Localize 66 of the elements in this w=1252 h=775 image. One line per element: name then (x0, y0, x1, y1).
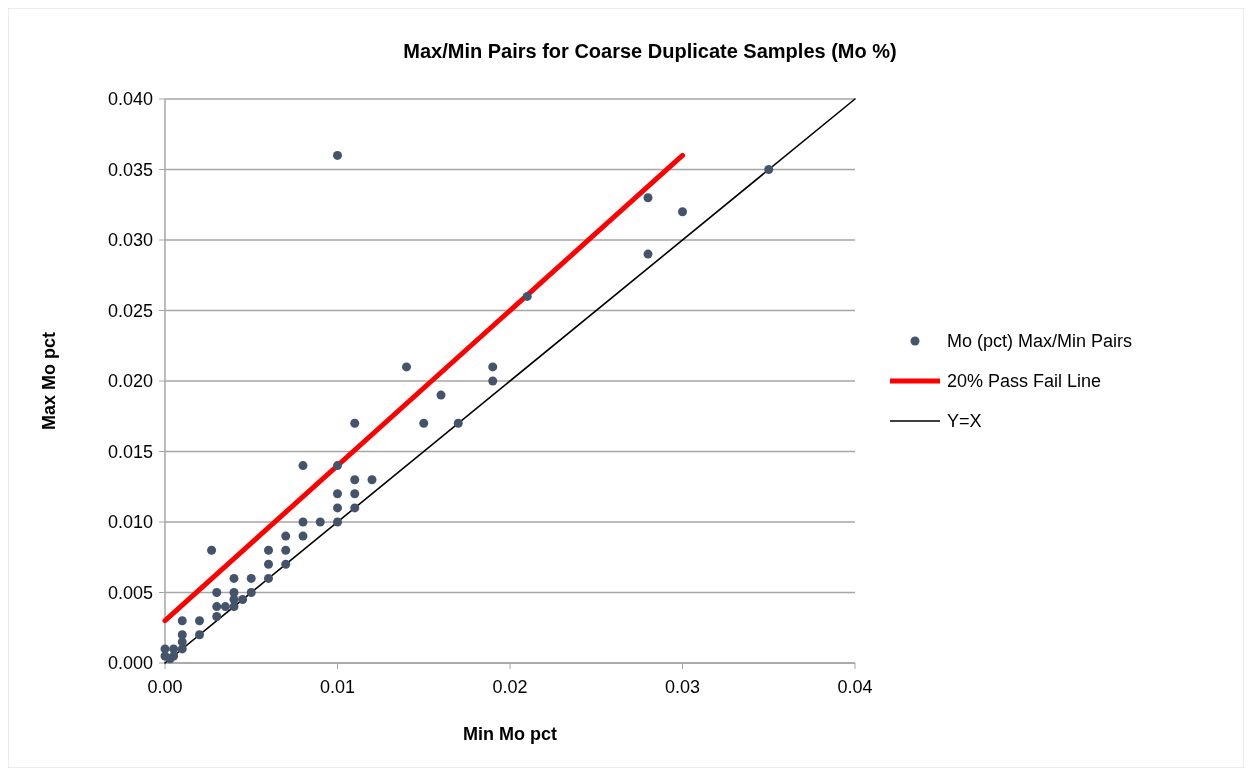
point (333, 503, 342, 513)
y-tick-label: 0.000 (107, 653, 153, 674)
point (350, 489, 360, 499)
point (643, 193, 653, 203)
point (264, 573, 273, 583)
y-tick-label: 0.010 (107, 512, 153, 533)
point (453, 418, 463, 428)
legend-label: Mo (pct) Max/Min Pairs (947, 331, 1133, 352)
y-axis-title: Max Mo pct (39, 331, 59, 431)
y-tick-label: 0.035 (107, 159, 153, 180)
x-axis-title: Min Mo pct (463, 724, 557, 744)
point (678, 207, 687, 217)
point (195, 630, 204, 640)
point (643, 249, 653, 259)
point (229, 573, 239, 583)
point (402, 362, 411, 372)
x-tick-label: 0.04 (837, 677, 873, 697)
point (246, 588, 256, 597)
point (350, 418, 360, 428)
point (238, 595, 248, 605)
point (315, 517, 325, 527)
x-tick-label: 0.00 (147, 677, 183, 697)
point (177, 616, 187, 626)
point (764, 165, 774, 174)
point (488, 376, 498, 386)
point (333, 461, 342, 471)
point (212, 602, 222, 612)
point (333, 150, 342, 160)
point (298, 461, 308, 471)
point (488, 362, 498, 372)
point (350, 503, 360, 513)
point (281, 559, 291, 569)
y-tick-label: 0.025 (107, 300, 153, 321)
point (350, 475, 360, 485)
x-tick-label: 0.03 (664, 677, 701, 697)
point (419, 418, 429, 428)
x-tick-label: 0.02 (492, 677, 528, 697)
point (522, 291, 532, 301)
legend-label: 20% Pass Fail Line (947, 371, 1102, 392)
point (367, 475, 377, 485)
y-tick-label: 0.015 (107, 441, 153, 462)
point (177, 644, 187, 654)
x-tick-label: 0.01 (319, 677, 356, 697)
point (264, 559, 273, 569)
point (298, 531, 308, 541)
point (212, 588, 222, 597)
point (229, 602, 239, 612)
point (333, 489, 342, 499)
y-tick-label: 0.030 (107, 230, 153, 251)
y-tick-label: 0.005 (107, 582, 153, 603)
point (212, 611, 222, 621)
y-tick-label: 0.020 (107, 371, 153, 392)
point (436, 390, 446, 400)
point (281, 531, 291, 541)
point (195, 616, 204, 626)
chart-title: Max/Min Pairs for Coarse Duplicate Samples (Mo %) (403, 40, 897, 62)
point (264, 545, 273, 555)
point (281, 545, 291, 555)
point (165, 654, 175, 664)
point (246, 573, 256, 583)
point (298, 517, 308, 527)
point (220, 602, 230, 612)
point (333, 517, 342, 527)
point (207, 545, 217, 555)
legend-label: Y=X (947, 411, 982, 432)
y-tick-label: 0.040 (107, 89, 153, 110)
